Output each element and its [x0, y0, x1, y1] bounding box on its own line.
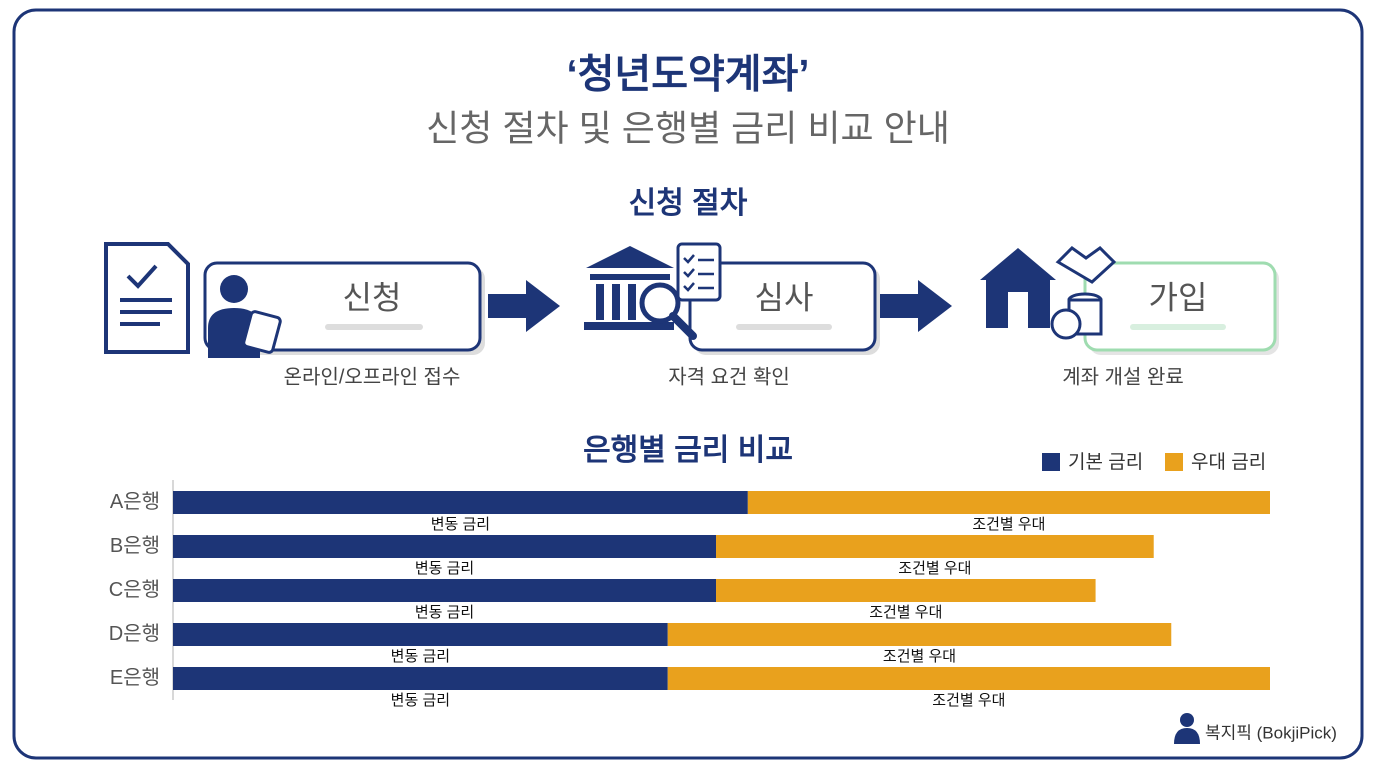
- section-title: 신청 절차: [629, 187, 748, 220]
- checklist-lines: [683, 254, 714, 292]
- title: ‘청년도약계좌’: [566, 53, 809, 97]
- legend-swatch: [1042, 453, 1060, 471]
- bar-segment: [173, 579, 717, 602]
- person-icon: [220, 275, 248, 303]
- bank-icon: [584, 246, 674, 330]
- underline: [1130, 324, 1226, 330]
- bar-segment: [173, 535, 717, 558]
- arrow: [488, 280, 560, 332]
- y-tick-label: C은행: [109, 578, 160, 601]
- bar-segment: [173, 491, 748, 514]
- y-tick-label: D은행: [109, 622, 160, 645]
- underline: [325, 324, 423, 330]
- legend-label: 우대 금리: [1191, 451, 1266, 473]
- y-tick-label: E은행: [110, 666, 160, 689]
- brand: 복지픽 (BokjiPick): [1205, 723, 1337, 742]
- legend-label: 기본 금리: [1068, 451, 1143, 473]
- bar-segment: [716, 579, 1096, 602]
- segment-label: 변동 금리: [415, 560, 474, 577]
- segment-label: 변동 금리: [415, 604, 474, 621]
- subtitle: 신청 절차 및 은행별 금리 비교 안내: [426, 108, 950, 149]
- step-label: 심사: [755, 279, 814, 315]
- checklist-icon: [676, 242, 722, 302]
- segment-label: 조건별 우대: [932, 692, 1005, 709]
- magnifier-icon: [639, 282, 681, 324]
- bar-segment: [747, 491, 1270, 514]
- segment-label: 변동 금리: [391, 648, 450, 665]
- segment-label: 조건별 우대: [869, 604, 942, 621]
- underline: [736, 324, 832, 330]
- handshake-icon: [1055, 246, 1117, 284]
- arrow: [880, 280, 952, 332]
- segment-label: 조건별 우대: [898, 560, 971, 577]
- bar-segment: [173, 623, 668, 646]
- tablet-icon: [242, 310, 282, 354]
- chart-title: 은행별 금리 비교: [583, 434, 793, 467]
- segment-label: 변동 금리: [391, 692, 450, 709]
- y-tick-label: B은행: [110, 534, 160, 557]
- segment-label: 조건별 우대: [883, 648, 956, 665]
- segment-label: 변동 금리: [431, 516, 490, 533]
- segment-label: 조건별 우대: [972, 516, 1045, 533]
- door: [1008, 292, 1028, 328]
- bar-segment: [667, 667, 1270, 690]
- won-coin: [1050, 308, 1082, 340]
- step-caption: 자격 요건 확인: [668, 365, 790, 388]
- document-lines: [120, 264, 172, 326]
- bar-segment: [173, 667, 668, 690]
- bar-segment: [667, 623, 1172, 646]
- logo-head: [1180, 713, 1194, 727]
- step-label: 가입: [1149, 279, 1208, 315]
- building-icon: [980, 248, 1056, 328]
- legend-swatch: [1165, 453, 1183, 471]
- frame: [12, 8, 1364, 760]
- step-label: 신청: [343, 279, 402, 315]
- step-caption: 온라인/오프라인 접수: [284, 365, 461, 388]
- y-tick-label: A은행: [110, 490, 160, 513]
- bar-segment: [716, 535, 1154, 558]
- step-caption: 계좌 개설 완료: [1062, 365, 1184, 388]
- magnifier-handle: [669, 312, 697, 340]
- logo-body: [1174, 728, 1200, 744]
